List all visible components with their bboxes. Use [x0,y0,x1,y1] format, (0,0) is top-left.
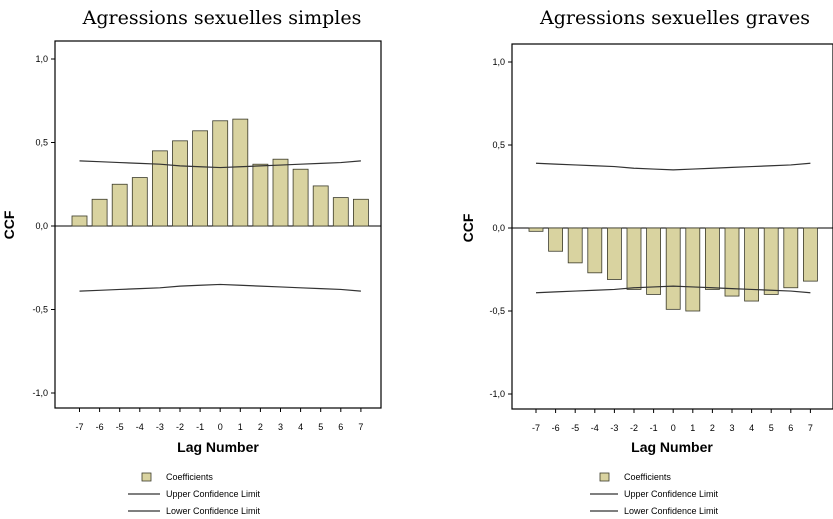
bar-lag-0 [665,227,681,310]
chart-graves: Agressions sexuelles graves 1,0 0,5 0,0 -0,… [460,7,833,516]
x-tick-label: -2 [176,422,184,432]
x-axis-title: Lag Number [631,439,713,455]
x-tick-label: 7 [808,423,813,433]
chart-marks: 1,0 0,5 0,0 -0,5 -1,0 -7 -6 -5 -4 -3 -2 -1 0 1 2 3 4 5 6 7 [489,57,833,433]
x-tick-label: 6 [338,422,343,432]
x-tick-label: 1 [238,422,243,432]
x-tick-label: 2 [710,423,715,433]
x-axis-title: Lag Number [177,439,259,455]
x-tick-label: 1 [690,423,695,433]
legend-label-coefficients: Coefficients [166,472,213,482]
x-tick-label: -2 [630,423,638,433]
y-tick-label: -0,5 [32,305,48,315]
x-tick-label: 4 [298,422,303,432]
x-tick-label: 5 [318,422,323,432]
y-axis-title: CCF [460,213,476,242]
bar-lag-1 [685,227,701,312]
y-tick-label: -1,0 [489,389,505,399]
legend-label-lower: Lower Confidence Limit [624,506,719,516]
x-tick-label: -6 [96,422,104,432]
chart-simples: Agressions sexuelles simples 1,0 0,5 0,0 -0… [1,7,382,516]
chart-marks: 1,0 0,5 0,0 -0,5 -1,0 -7 -6 -5 -4 -3 -2 -1 0 1 2 3 4 5 6 7 [32,54,381,432]
bar-lag-6 [332,197,349,227]
bar-lag--5 [111,183,128,227]
y-tick-label: 0,0 [492,223,505,233]
bar-lag-3 [724,227,740,297]
bar-lag-5 [312,185,329,227]
x-tick-label: -7 [75,422,83,432]
x-tick-label: -4 [591,423,599,433]
bar-lag-0 [212,120,229,227]
legend: Coefficients Upper Confidence Limit Lowe… [128,472,261,516]
x-tick-label: 4 [749,423,754,433]
x-tick-label: -3 [156,422,164,432]
chart-title: Agressions sexuelles graves [539,7,810,29]
bar-lag--1 [192,130,209,227]
plot-area [54,40,382,409]
legend-swatch-coefficients [599,472,610,482]
x-tick-label: 0 [671,423,676,433]
y-tick-label: -1,0 [32,388,48,398]
bar-lag--6 [91,198,108,227]
bar-lag--3 [151,150,168,227]
bar-lag-3 [272,158,289,227]
x-tick-label: -5 [116,422,124,432]
bar-lag-2 [705,227,720,290]
plot-area [511,43,833,410]
x-tick-label: 0 [218,422,223,432]
lower-confidence-line [79,283,361,292]
lower-confidence-line [535,285,811,294]
y-tick-label: -0,5 [489,306,505,316]
bar-lag-2 [252,163,269,227]
y-tick-label: 1,0 [35,54,48,64]
bar-lag-6 [783,227,799,289]
legend-label-upper: Upper Confidence Limit [166,489,261,499]
legend-label-lower: Lower Confidence Limit [166,506,261,516]
bar-lag--4 [131,177,148,227]
y-tick-label: 0,5 [35,138,48,148]
x-tick-label: -1 [196,422,204,432]
bar-lag--2 [626,227,642,290]
x-tick-label: -4 [136,422,144,432]
bar-lag-7 [803,227,818,282]
bar-lag--4 [587,227,603,274]
y-axis-title: CCF [1,210,17,239]
legend-label-coefficients: Coefficients [624,472,671,482]
bar-lag--2 [172,140,188,227]
bar-lag-4 [744,227,759,302]
x-tick-label: -5 [571,423,579,433]
bar-lag--6 [548,227,563,252]
x-tick-label: 3 [278,422,283,432]
bar-lag--7 [528,227,544,232]
upper-confidence-line [535,162,811,171]
upper-confidence-line [79,160,361,169]
bar-lag-7 [352,198,369,227]
bar-lag--1 [646,227,661,295]
legend: Coefficients Upper Confidence Limit Lowe… [590,472,719,516]
x-tick-label: 5 [769,423,774,433]
x-tick-label: -6 [552,423,560,433]
chart-title: Agressions sexuelles simples [82,7,362,29]
bar-lag-4 [292,168,309,227]
x-tick-label: -1 [650,423,658,433]
legend-swatch-coefficients [141,472,152,482]
bar-lag-5 [763,227,779,295]
x-tick-label: 6 [788,423,793,433]
bar-lag--3 [607,227,622,280]
y-tick-label: 0,0 [35,221,48,231]
x-tick-label: -3 [610,423,618,433]
legend-label-upper: Upper Confidence Limit [624,489,719,499]
bar-lag-1 [232,118,249,227]
x-tick-label: 2 [258,422,263,432]
x-tick-label: -7 [532,423,540,433]
x-tick-label: 7 [358,422,363,432]
bar-lag--5 [567,227,583,264]
x-tick-label: 3 [729,423,734,433]
bar-lag--7 [71,215,88,227]
y-tick-label: 0,5 [492,140,505,150]
y-tick-label: 1,0 [492,57,505,67]
